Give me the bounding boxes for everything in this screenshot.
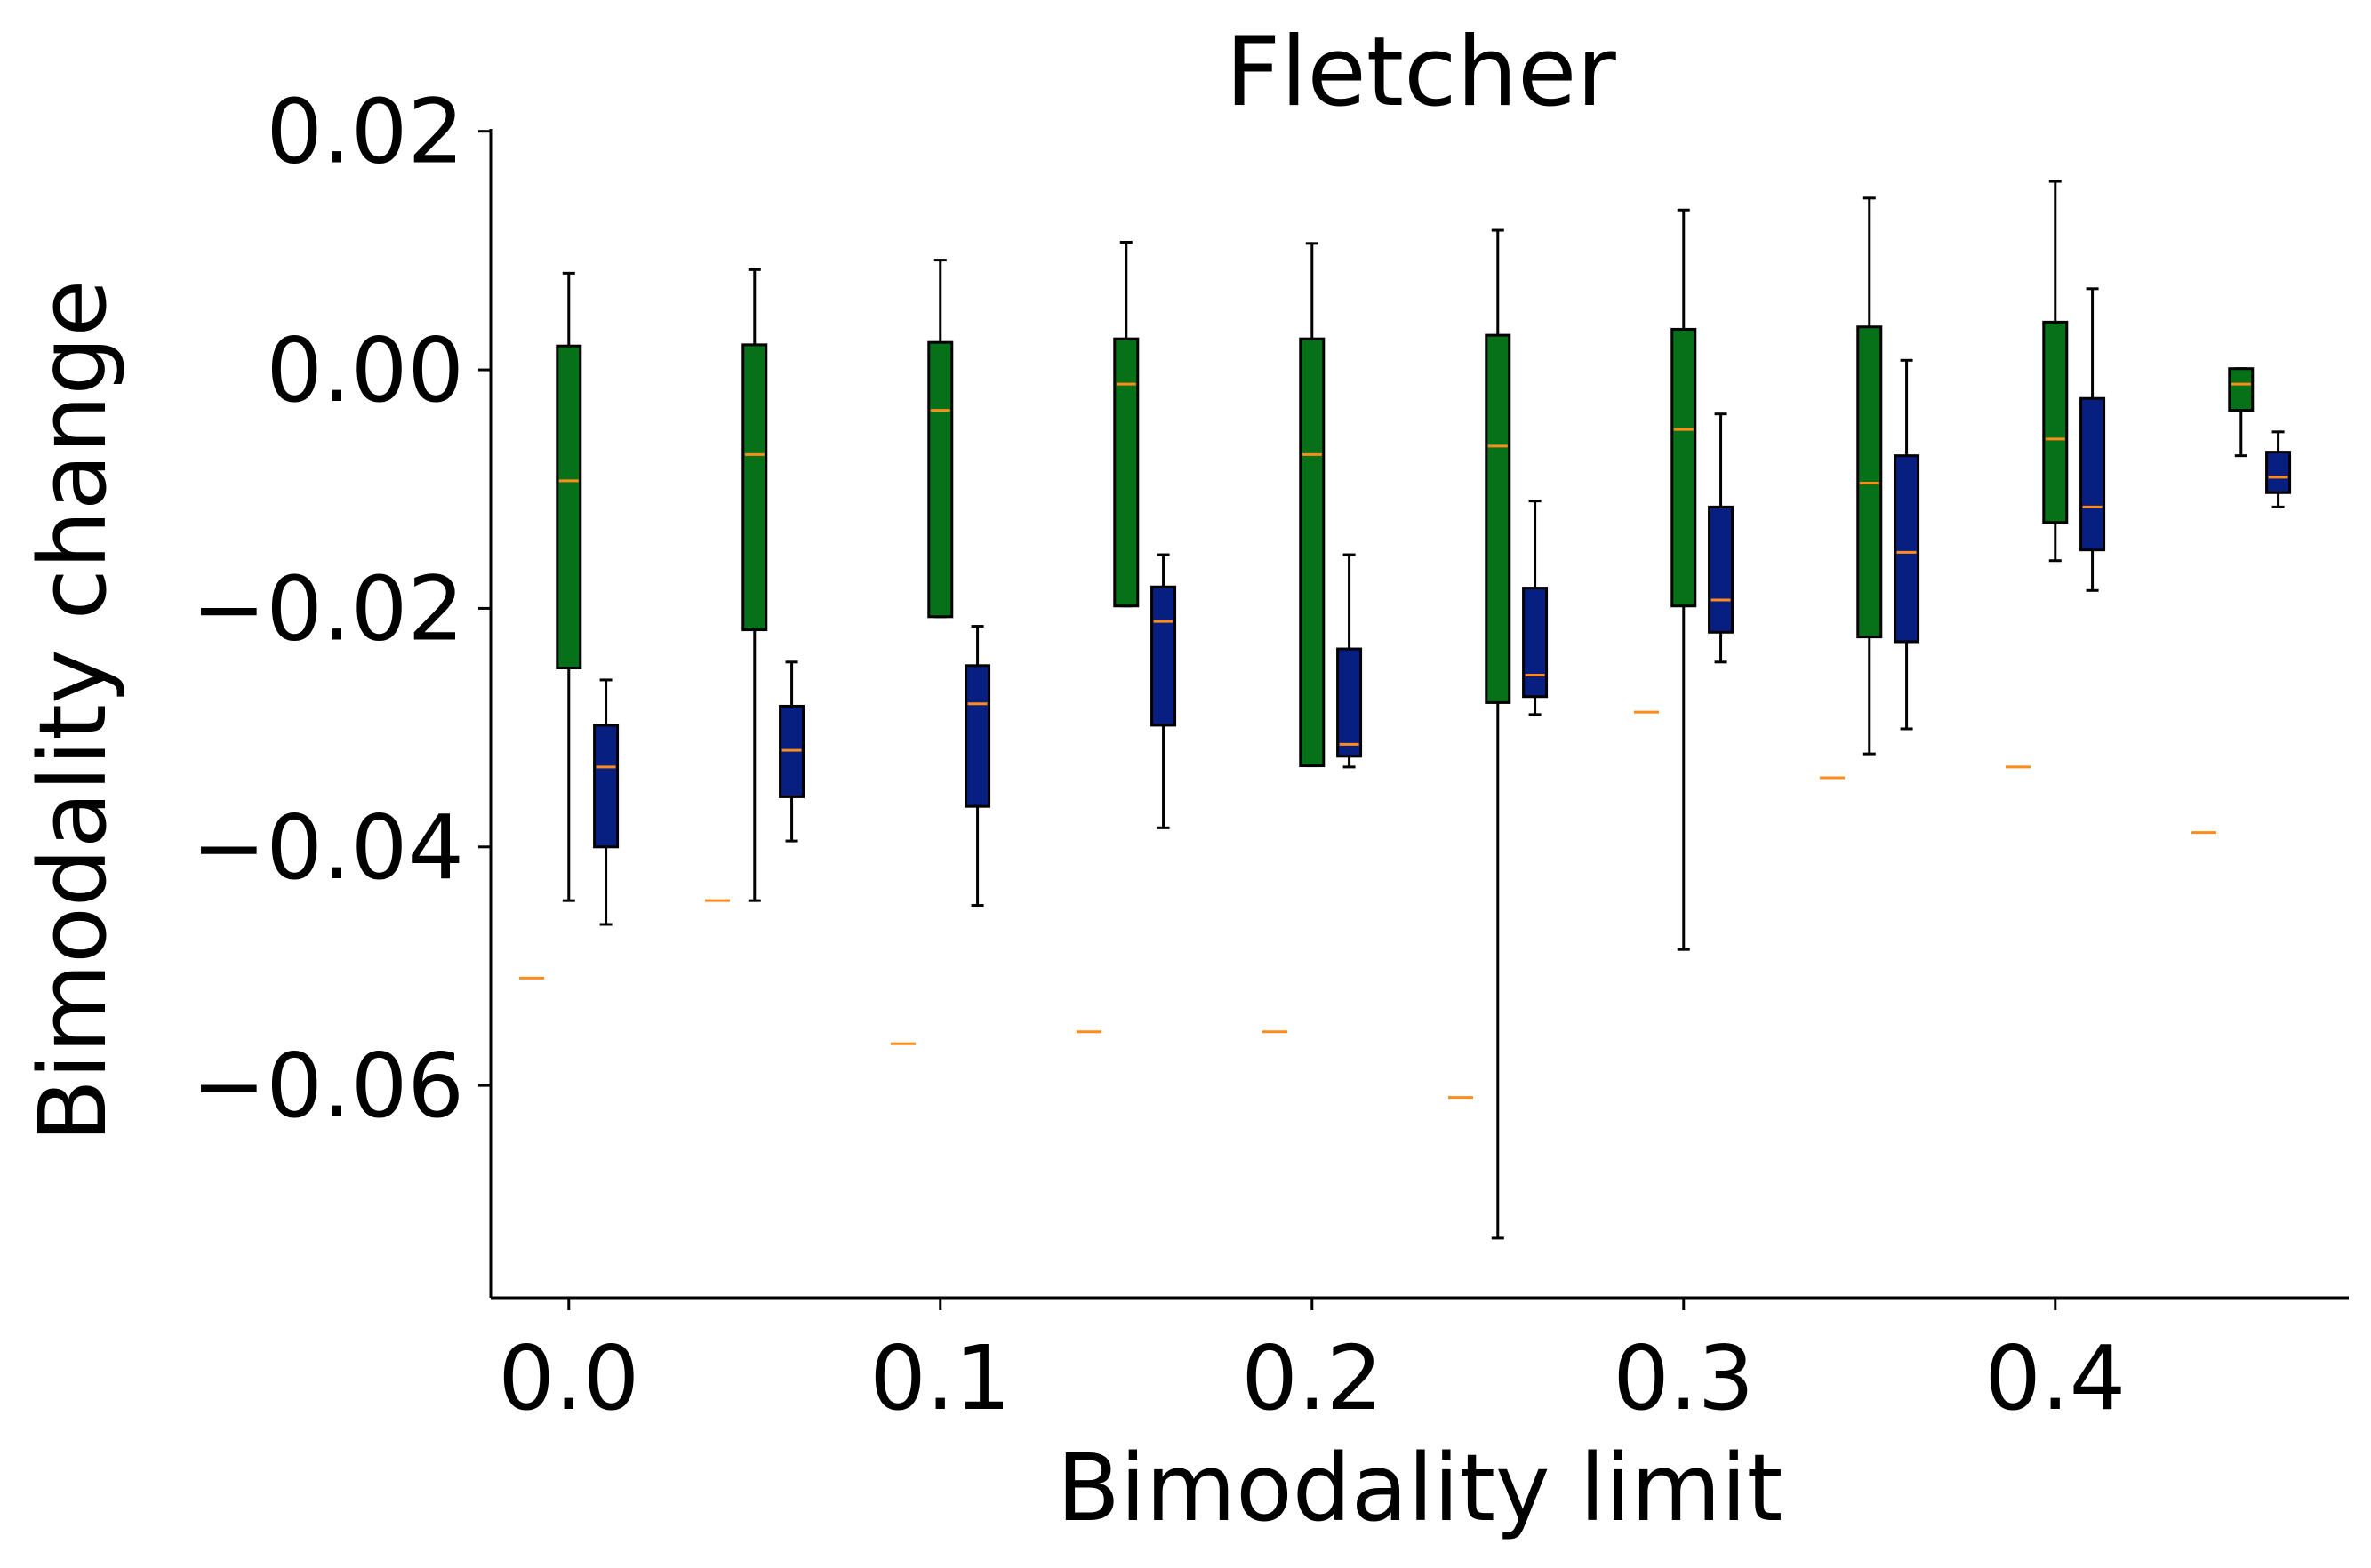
box-iqr	[1522, 587, 1549, 699]
isolated-medians	[518, 710, 2216, 1100]
blue-box-1	[779, 660, 805, 843]
green-box-8	[2042, 180, 2069, 563]
chart-title: Fletcher	[1225, 17, 1616, 128]
blue-box-5	[1522, 500, 1549, 716]
green-box-7	[1856, 196, 1883, 756]
box-iqr	[1708, 505, 1734, 634]
box-iqr	[1299, 337, 1326, 768]
y-tick-label: 0.00	[266, 318, 464, 422]
x-tick-label: 0.3	[1613, 1326, 1754, 1430]
green-box-2	[927, 259, 954, 619]
y-tick-label: −0.02	[192, 556, 464, 660]
box-iqr	[1670, 327, 1697, 608]
x-tick-label: 0.0	[498, 1326, 639, 1430]
box-iqr	[2042, 320, 2069, 524]
green-box-9	[2228, 367, 2255, 458]
y-axis-ticks: 0.02 0.00 −0.02 −0.04 −0.06	[192, 80, 491, 1138]
y-tick-label: −0.04	[192, 796, 464, 900]
box-iqr	[2228, 367, 2255, 412]
box-iqr	[593, 724, 620, 849]
green-series	[556, 180, 2255, 1240]
box-iqr	[2079, 396, 2106, 552]
box-iqr	[556, 344, 582, 670]
box-iqr	[1485, 333, 1511, 704]
y-tick-label: 0.02	[266, 80, 464, 184]
blue-series	[593, 287, 2292, 926]
blue-box-8	[2079, 287, 2106, 592]
box-iqr	[2265, 451, 2292, 494]
x-tick-label: 0.4	[1984, 1326, 2126, 1430]
blue-box-7	[1894, 358, 1920, 731]
box-iqr	[1150, 585, 1177, 727]
plot-area	[518, 180, 2292, 1240]
box-iqr	[927, 340, 954, 619]
y-axis-title: Bimodality change	[19, 280, 127, 1143]
box-iqr	[1113, 337, 1140, 608]
blue-box-3	[1150, 553, 1177, 829]
green-box-4	[1299, 242, 1326, 768]
box-iqr	[1894, 454, 1920, 644]
blue-box-0	[593, 678, 620, 926]
x-axis-title: Bimodality limit	[1057, 1434, 1783, 1542]
blue-box-2	[965, 625, 991, 908]
x-tick-label: 0.1	[869, 1326, 1011, 1430]
green-box-5	[1485, 228, 1511, 1240]
green-box-6	[1670, 208, 1697, 951]
blue-box-6	[1708, 412, 1734, 664]
green-box-1	[741, 268, 768, 902]
box-iqr	[741, 343, 768, 632]
blue-box-4	[1336, 553, 1363, 769]
green-box-3	[1113, 240, 1140, 608]
x-tick-label: 0.2	[1241, 1326, 1382, 1430]
y-tick-label: −0.06	[192, 1034, 464, 1138]
box-iqr	[1336, 647, 1363, 758]
blue-box-9	[2265, 430, 2292, 508]
green-box-0	[556, 271, 582, 902]
x-axis-ticks: 0.0 0.1 0.2 0.3 0.4	[498, 1298, 2126, 1430]
box-iqr	[965, 664, 991, 808]
